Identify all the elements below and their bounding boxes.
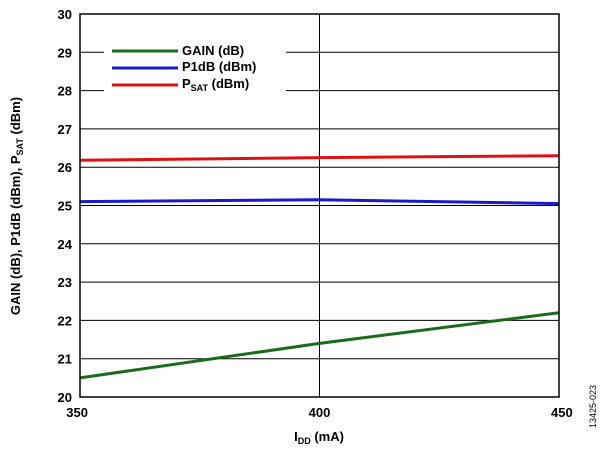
y-tick-label: 24 bbox=[58, 237, 73, 252]
y-axis-label: GAIN (dB), P1dB (dBm), PSAT (dBm) bbox=[8, 97, 25, 315]
x-tick-label: 350 bbox=[66, 405, 88, 420]
x-tick-label: 400 bbox=[309, 405, 331, 420]
y-tick-label: 27 bbox=[58, 122, 72, 137]
series-line-psat bbox=[79, 154, 560, 162]
x-axis-label: IDD (mA) bbox=[294, 429, 344, 446]
legend-label-gain: GAIN (dB) bbox=[182, 43, 244, 58]
legend-label-p1db: P1dB (dBm) bbox=[182, 59, 256, 74]
series-layer bbox=[79, 154, 560, 380]
y-tick-label: 22 bbox=[58, 313, 72, 328]
y-tick-label: 25 bbox=[58, 199, 72, 214]
y-tick-label: 23 bbox=[58, 275, 72, 290]
series-line-p1db bbox=[79, 198, 560, 206]
x-tick-label: 450 bbox=[551, 405, 573, 420]
y-tick-label: 20 bbox=[58, 390, 72, 405]
y-tick-label: 26 bbox=[58, 160, 72, 175]
legend-label-psat: PSAT (dBm) bbox=[182, 76, 249, 93]
y-tick-label: 28 bbox=[58, 84, 72, 99]
plot-frame bbox=[79, 13, 560, 398]
y-tick-labels: 20 21 22 23 24 25 26 27 28 29 30 bbox=[58, 7, 73, 405]
y-tick-label: 29 bbox=[58, 45, 72, 60]
figure-id: 13425-023 bbox=[588, 385, 598, 428]
x-tick-labels: 350 400 450 bbox=[66, 405, 572, 420]
legend: GAIN (dB) P1dB (dBm) PSAT (dBm) bbox=[104, 42, 286, 93]
y-tick-label: 30 bbox=[58, 7, 72, 22]
series-line-gain bbox=[79, 311, 560, 380]
y-tick-label: 21 bbox=[58, 352, 72, 367]
